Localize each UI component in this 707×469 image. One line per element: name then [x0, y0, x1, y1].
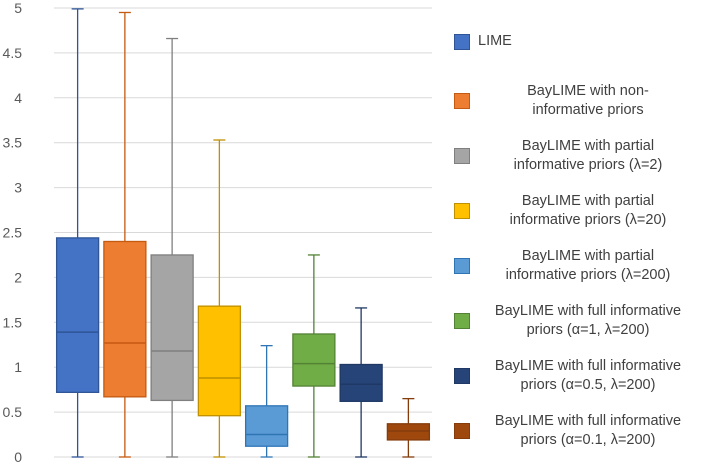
- iqr-box: [244, 405, 289, 447]
- legend-label: BayLIME with full informative priors (α=1…: [494, 303, 682, 338]
- legend-swatch: [454, 313, 470, 329]
- legend-item-baylime-full-a05: BayLIME with full informative priors (α=0…: [454, 357, 704, 395]
- legend-swatch: [454, 258, 470, 274]
- y-tick-label: 3.5: [3, 135, 23, 151]
- y-tick-label: 5: [14, 0, 22, 16]
- y-tick-label: 4: [14, 90, 22, 106]
- legend-item-baylime-partial-l200: BayLIME with partial informative priors (…: [454, 247, 704, 285]
- legend-swatch: [454, 33, 470, 50]
- y-tick-label: 0.5: [3, 404, 23, 420]
- legend-label: BayLIME with partial informative priors (…: [509, 193, 667, 228]
- y-tick-label: 0: [14, 449, 22, 465]
- box-7: [339, 307, 383, 458]
- legend-swatch: [454, 423, 470, 439]
- box-series: [55, 8, 431, 458]
- box-3: [150, 37, 194, 458]
- legend-label: LIME: [478, 33, 512, 49]
- legend-item-lime: LIME: [454, 32, 704, 51]
- y-tick-label: 2.5: [3, 225, 23, 241]
- box-4: [197, 139, 242, 458]
- box-8: [386, 397, 431, 458]
- y-tick-label: 1.5: [3, 314, 23, 330]
- y-tick-label: 4.5: [3, 45, 23, 61]
- box-6: [292, 254, 336, 458]
- legend-item-baylime-partial-l20: BayLIME with partial informative priors (…: [454, 192, 704, 230]
- legend-swatch: [454, 148, 470, 164]
- box-5: [244, 344, 289, 458]
- box-2: [103, 11, 147, 458]
- legend-item-baylime-partial-l2: BayLIME with partial informative priors (…: [454, 137, 704, 175]
- legend-item-baylime-full-a1: BayLIME with full informative priors (α=1…: [454, 302, 704, 340]
- iqr-box: [386, 423, 431, 441]
- legend-label: BayLIME with full informative priors (α=0…: [494, 358, 682, 393]
- legend-swatch: [454, 368, 470, 384]
- y-tick-label: 3: [14, 180, 22, 196]
- legend-label: BayLIME with non-informative priors: [527, 83, 649, 118]
- iqr-box: [55, 237, 100, 393]
- iqr-box: [197, 305, 242, 417]
- y-tick-label: 2: [14, 269, 22, 285]
- legend-label: BayLIME with full informative priors (α=0…: [494, 413, 682, 448]
- box-1: [55, 8, 100, 458]
- iqr-box: [150, 254, 194, 402]
- y-axis-tick-labels: 0 0.5 1 1.5 2 2.5 3 3.5 4 4.5 5: [3, 0, 23, 465]
- iqr-box: [292, 333, 336, 387]
- y-tick-label: 1: [14, 359, 22, 375]
- legend-swatch: [454, 93, 470, 109]
- legend-label: BayLIME with partial informative priors (…: [505, 248, 671, 283]
- iqr-box: [103, 240, 147, 398]
- iqr-box: [339, 363, 383, 402]
- legend-item-baylime-full-a01: BayLIME with full informative priors (α=0…: [454, 412, 704, 450]
- legend-item-baylime-noninformative: BayLIME with non-informative priors: [454, 82, 704, 120]
- legend-swatch: [454, 203, 470, 219]
- legend-label: BayLIME with partial informative priors (…: [513, 138, 663, 173]
